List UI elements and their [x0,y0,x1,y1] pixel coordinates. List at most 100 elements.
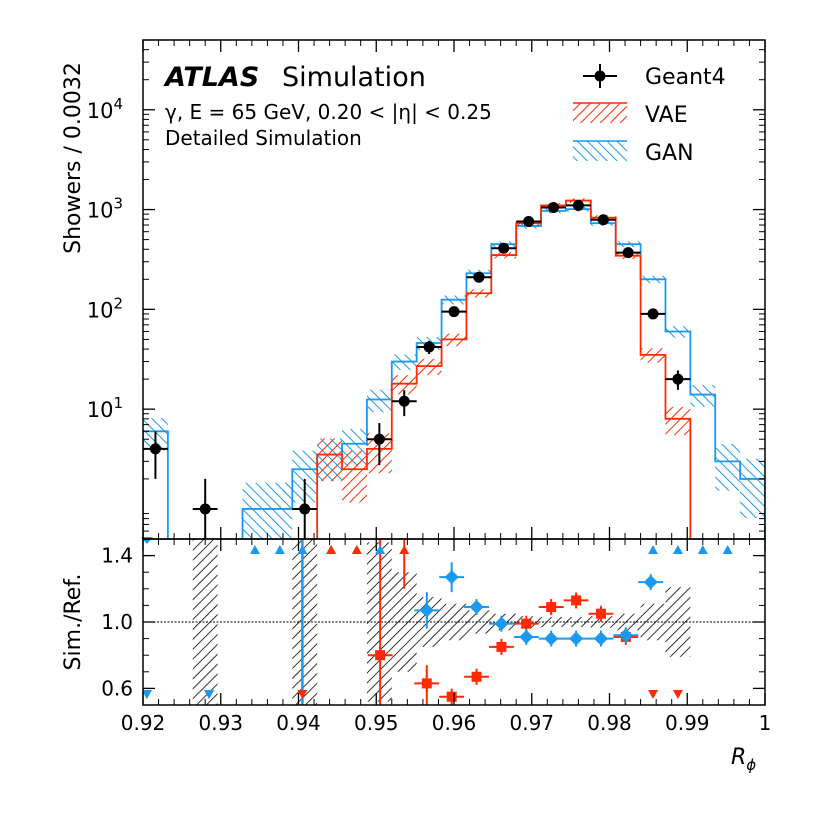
geant4-point [572,199,584,211]
gan-ratio-point [519,629,534,644]
x-tick-label: 0.98 [587,711,632,735]
ratio-uncertainty-band [615,613,641,631]
vae-ratio-point [496,641,507,652]
legend-geant4: Geant4 [583,64,726,90]
gan-band [242,482,268,539]
legend-vae-label: VAE [645,103,688,128]
geant4-point [597,214,609,226]
legend: Geant4 VAE GAN [573,64,726,166]
geant4-point [647,308,659,320]
vae-ratio-point [446,691,457,702]
gan-histogram-line [143,208,765,539]
vae-ratio-point [595,608,606,619]
gan-ratio-point [544,631,559,646]
geant4-point [299,503,311,515]
geant4-point [199,503,211,515]
geant4-point [523,215,535,227]
ratio-y-tick-label: 1.0 [101,610,133,634]
atlas-label: ATLAS [163,62,259,93]
gan-ratio-point [444,570,459,585]
y-tick-label: 103 [87,195,123,223]
gan-offscale-down [204,690,215,699]
vae-offscale-down [672,690,683,699]
vae-band [391,375,417,395]
gan-ratio-point [643,575,658,590]
vae-ratio-point [521,618,532,629]
simulation-label: Simulation [282,62,426,93]
gan-offscale-up [722,545,733,554]
ratio-y-axis-label: Sim./Ref. [61,574,86,671]
legend-gan: GAN [573,140,694,166]
gan-ratio-point [618,628,633,643]
info-line-1: γ, E = 65 GeV, 0.20 < |η| < 0.25 [165,100,492,124]
x-tick-label: 0.94 [276,711,321,735]
vae-band [342,450,367,503]
legend-geant4-label: Geant4 [645,65,726,90]
gan-hatch-icon [573,141,627,161]
x-tick-label: 0.95 [354,711,399,735]
gan-band [715,444,741,491]
legend-gan-label: GAN [645,141,694,166]
ratio-uncertainty-band [466,610,492,634]
vae-ratio-point [546,602,557,613]
vae-ratio-point [375,650,386,661]
gan-offscale-up [274,545,285,554]
y-tick-label: 102 [87,294,123,322]
ratio-y-tick-label: 1.4 [101,544,133,568]
vae-histogram-line [316,199,692,539]
geant4-point [373,433,385,445]
vae-offscale-up [326,545,337,554]
main-panel [143,198,765,539]
vae-offscale-down [648,690,659,699]
gan-offscale-up [672,545,683,554]
geant4-point [548,201,560,213]
x-tick-label: 0.97 [509,711,554,735]
vae-ratio-point [471,671,482,682]
geant4-point [149,443,161,455]
x-tick-label: 1 [759,711,772,735]
geant4-point [622,247,634,259]
gan-band [267,482,293,539]
vae-ratio-point [571,595,582,606]
vae-offscale-up [399,545,410,554]
x-axis-label: Rϕ [731,745,756,774]
vae-hatch-icon [573,103,627,123]
x-tick-label: 0.99 [665,711,710,735]
vae-offscale-down [297,690,308,699]
x-tick-label: 0.92 [121,711,166,735]
geant4-point [398,395,410,407]
gan-ratio-point [419,603,434,618]
geant4-point [498,242,510,254]
gan-ratio-point [593,631,608,646]
ratio-panel [143,539,765,705]
gan-offscale-up [375,545,386,554]
legend-vae: VAE [573,102,688,128]
gan-offscale-up [297,545,308,554]
y-tick-label: 101 [87,394,123,422]
vae-ratio-point [421,678,432,689]
ratio-y-tick-label: 0.6 [101,676,133,700]
info-line-2: Detailed Simulation [165,126,362,150]
geant4-point [473,271,485,283]
x-tick-label: 0.96 [432,711,477,735]
geant4-point [672,373,684,385]
vae-offscale-up [351,545,362,554]
gan-offscale-up [697,545,708,554]
gan-ratio-point [494,616,509,631]
axes-frame: 0.92 0.93 0.94 0.95 0.96 0.97 0.98 0.99 1 101 102 1… [87,39,772,735]
gan-band [690,385,716,407]
gan-band [740,458,765,519]
gan-ratio-point [569,631,584,646]
y-axis-label: Showers / 0.0032 [61,62,86,254]
x-tick-label: 0.93 [198,711,243,735]
vae-band [665,407,691,436]
geant4-marker-icon [594,70,606,82]
gan-ratio-point [469,600,484,615]
vae-band [317,438,343,482]
y-tick-label: 104 [87,95,123,123]
geant4-point [448,306,460,318]
gan-offscale-down [143,690,152,699]
gan-offscale-up [648,545,659,554]
geant4-point [423,341,435,353]
